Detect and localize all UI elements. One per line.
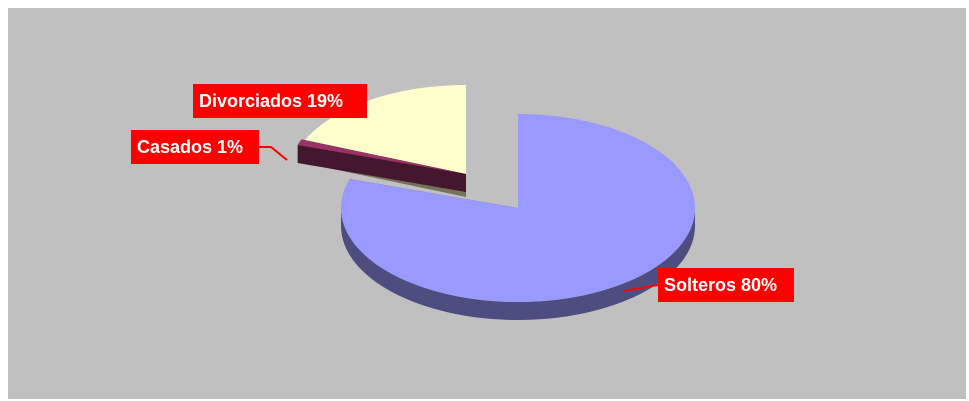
- label-box: [193, 84, 367, 118]
- slice-side: [341, 208, 695, 320]
- label-box: [658, 268, 794, 302]
- pie-slices: [297, 85, 696, 320]
- leader-line: [622, 284, 659, 292]
- data-label-divorciados: Divorciados 19%: [193, 84, 367, 118]
- slice-top: [341, 114, 696, 302]
- pie-labels: Solteros 80% Casados 1% Divorciados 19%: [131, 84, 794, 302]
- slice-casados: [297, 139, 466, 192]
- leader-line: [259, 146, 288, 161]
- data-label-solteros: Solteros 80%: [622, 268, 794, 302]
- label-text: Solteros 80%: [664, 275, 777, 295]
- label-text: Casados 1%: [137, 137, 243, 157]
- data-label-casados: Casados 1%: [131, 130, 288, 164]
- slice-top: [297, 139, 466, 174]
- label-text: Divorciados 19%: [199, 91, 343, 111]
- slice-solteros: [341, 114, 696, 320]
- slice-top: [301, 85, 466, 179]
- label-box: [131, 130, 259, 164]
